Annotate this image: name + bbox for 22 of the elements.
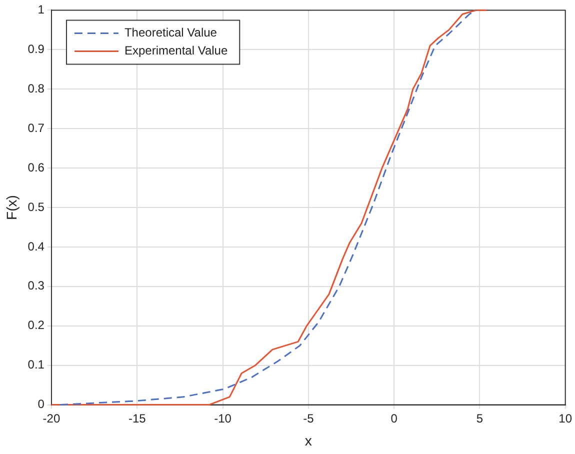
- y-tick-label: 0.9: [28, 42, 45, 56]
- legend-label: Experimental Value: [124, 44, 228, 58]
- x-tick-label: 0: [390, 411, 398, 426]
- y-tick-label: 0.6: [28, 160, 45, 174]
- y-tick-label: 0.1: [28, 358, 45, 372]
- y-tick-label: 0.3: [28, 278, 45, 293]
- legend-label: Theoretical Value: [124, 26, 218, 40]
- y-tick-label: 0.5: [28, 200, 45, 214]
- x-tick-label: -20: [42, 411, 60, 426]
- x-tick-label: -10: [214, 411, 232, 426]
- y-tick-label: 0.7: [28, 120, 45, 135]
- x-tick-label: -15: [128, 411, 146, 426]
- x-tick-label: 10: [558, 411, 572, 426]
- y-axis-title: F(x): [3, 195, 20, 220]
- x-axis-title: x: [304, 432, 312, 448]
- y-tick-label: 0.2: [28, 318, 45, 332]
- y-tick-label: 0.8: [28, 81, 45, 96]
- y-tick-label: 0: [38, 397, 45, 412]
- y-tick-label: 1: [38, 2, 45, 17]
- x-tick-label: -5: [303, 411, 314, 426]
- x-tick-label: 5: [476, 411, 484, 426]
- y-tick-label: 0.4: [28, 239, 45, 254]
